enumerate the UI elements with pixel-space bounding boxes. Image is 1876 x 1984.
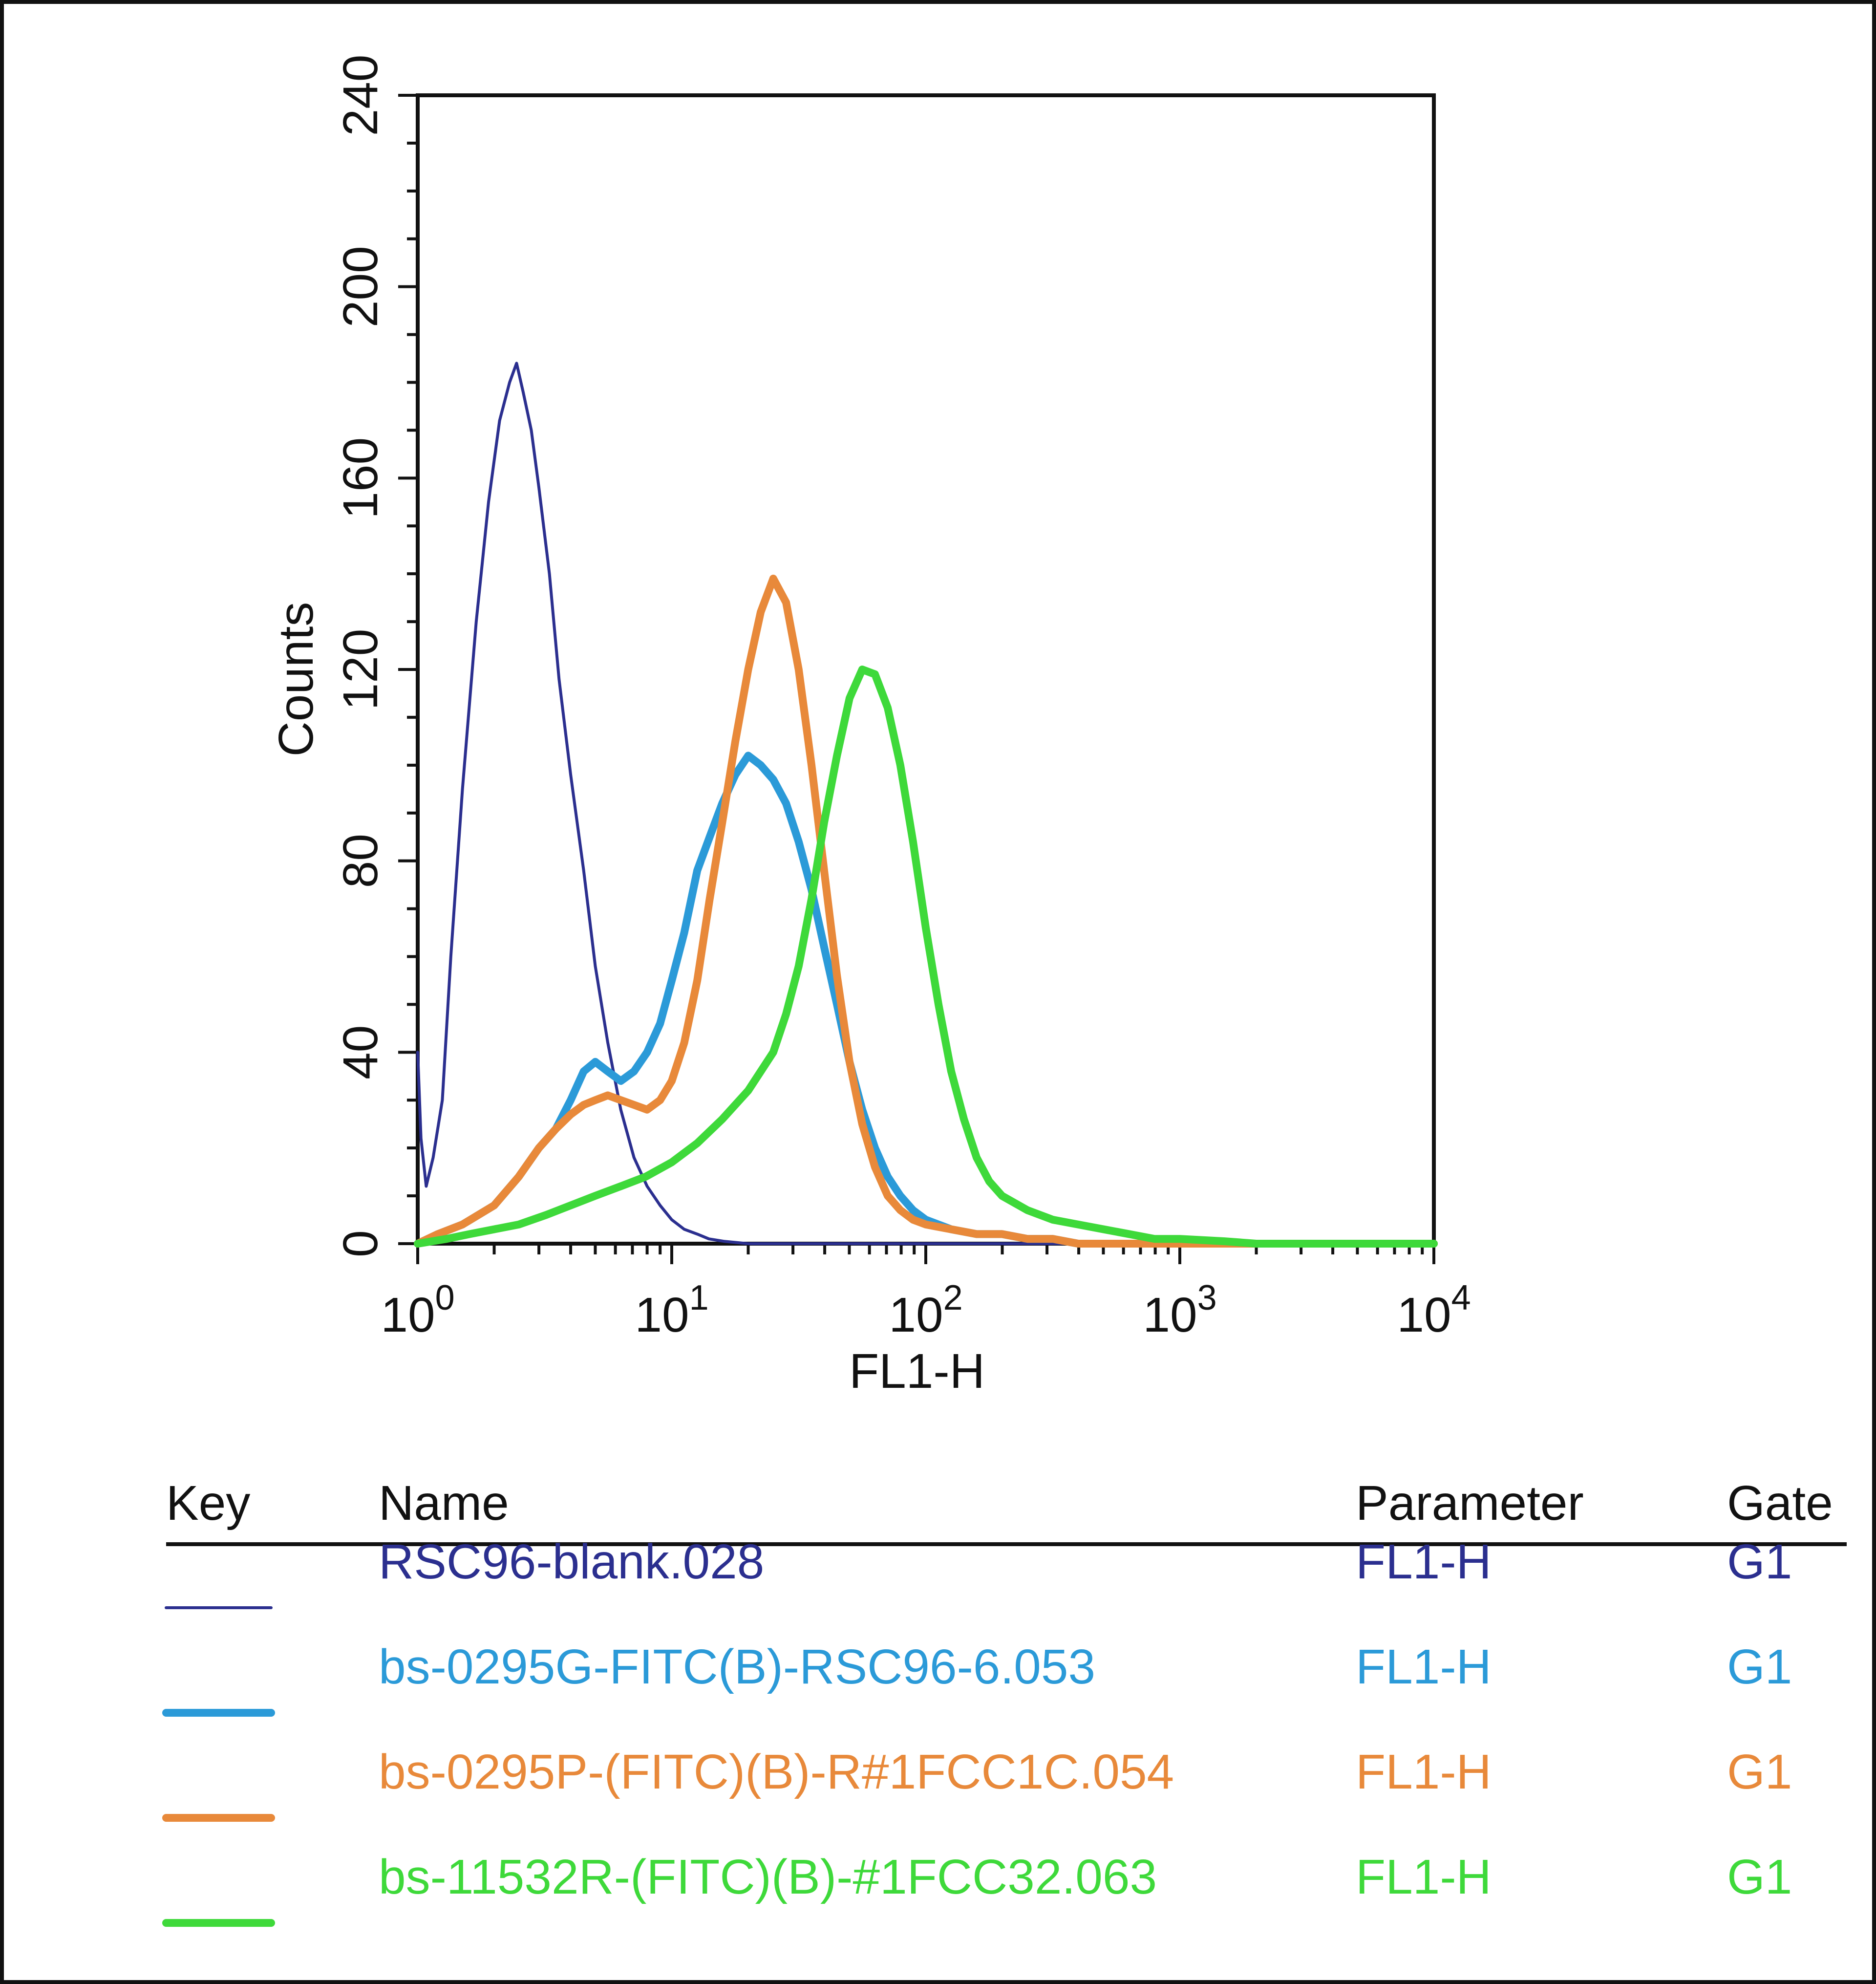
y-tick-label: 240 xyxy=(333,55,388,136)
series-line-rsc96-blank-028 xyxy=(416,362,1435,1245)
y-tick-label: 0 xyxy=(333,1230,388,1257)
legend-header-parameter: Parameter xyxy=(1356,1476,1584,1531)
legend-series-gate: G1 xyxy=(1727,1534,1792,1589)
legend-series-name: bs-0295G-FITC(B)-RSC96-6.053 xyxy=(379,1639,1095,1694)
legend-table: Key Name Parameter Gate RSC96-blank.028 F… xyxy=(162,1476,1847,1927)
plot-border xyxy=(416,93,1436,1246)
y-tick-label: 160 xyxy=(333,437,388,519)
legend-series-gate: G1 xyxy=(1727,1639,1792,1694)
legend-series-parameter: FL1-H xyxy=(1356,1639,1492,1694)
series-layer xyxy=(414,362,1438,1248)
series-line-bs-0295g-fitc-b-rsc96-6-053 xyxy=(414,752,1438,1248)
legend-series-name: bs-0295P-(FITC)(B)-R#1FCC1C.054 xyxy=(379,1745,1174,1799)
x-tick-label: 103 xyxy=(1143,1278,1216,1342)
legend-header-gate: Gate xyxy=(1727,1476,1833,1531)
y-tick-label: 40 xyxy=(333,1025,388,1079)
y-tick-label: 80 xyxy=(333,834,388,888)
legend-series-gate: G1 xyxy=(1727,1850,1792,1904)
y-tick-label: 200 xyxy=(333,246,388,327)
x-tick-label: 104 xyxy=(1397,1278,1471,1342)
legend-series-gate: G1 xyxy=(1727,1745,1792,1799)
series-line-bs-11532r-fitc-b-1fcc32-063 xyxy=(414,666,1438,1248)
legend-series-name: RSC96-blank.028 xyxy=(379,1534,764,1589)
legend-series-parameter: FL1-H xyxy=(1356,1850,1492,1904)
legend-series-name: bs-11532R-(FITC)(B)-#1FCC32.063 xyxy=(379,1850,1157,1904)
plot-area: 0 40 80 120 160 200 240 100 101 102 103 104 xyxy=(333,55,1471,1342)
legend-series-parameter: FL1-H xyxy=(1356,1745,1492,1799)
legend-series-parameter: FL1-H xyxy=(1356,1534,1492,1589)
x-tick-label: 101 xyxy=(635,1278,708,1342)
legend-header-key: Key xyxy=(166,1476,250,1531)
legend-header-name: Name xyxy=(379,1476,509,1531)
x-tick-label: 100 xyxy=(381,1278,454,1342)
x-axis-title: FL1-H xyxy=(849,1344,985,1399)
y-tick-label: 120 xyxy=(333,629,388,711)
series-line-bs-0295p-fitc-b-r-1fcc1c-054 xyxy=(414,575,1438,1248)
y-axis-title: Counts xyxy=(269,602,323,757)
x-tick-label: 102 xyxy=(889,1278,962,1342)
